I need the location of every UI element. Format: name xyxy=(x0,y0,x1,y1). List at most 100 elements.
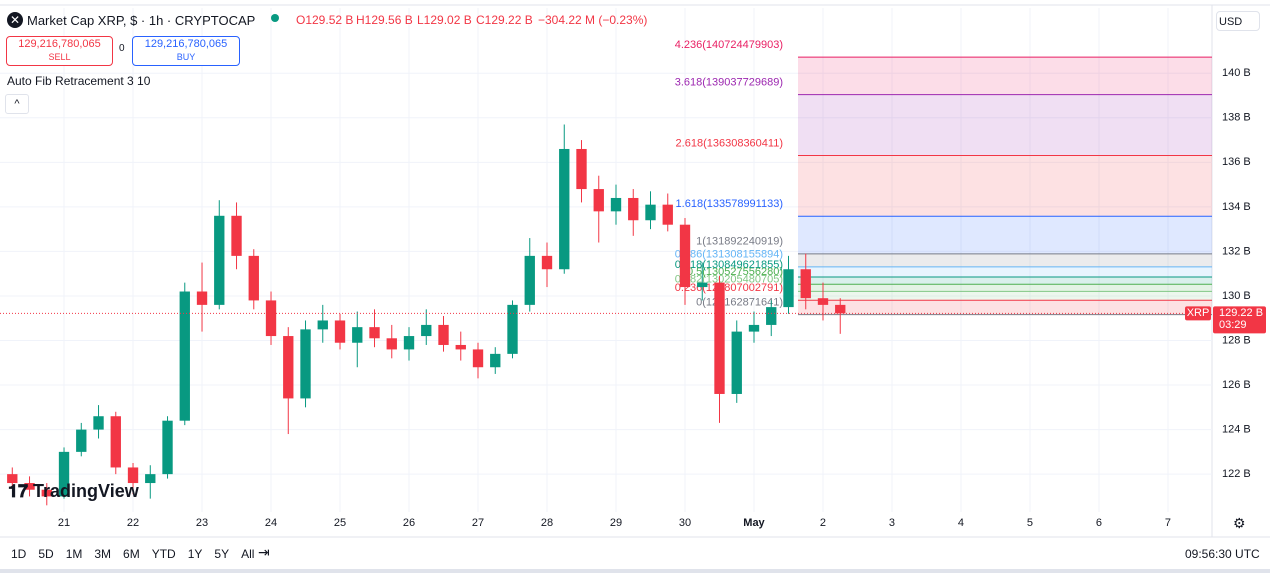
sell-button[interactable]: 129,216,780,065 SELL xyxy=(6,36,113,66)
y-tick-label: 134 B xyxy=(1222,201,1251,213)
candle-body xyxy=(41,489,52,497)
candle-body xyxy=(386,338,397,350)
fib-zone xyxy=(798,155,1212,217)
candle-body xyxy=(507,304,518,354)
candle-body xyxy=(714,282,725,394)
fib-label: 1.618(133578991133) xyxy=(676,198,783,210)
y-tick-label: 126 B xyxy=(1222,379,1251,391)
range-button[interactable]: 1Y xyxy=(187,547,203,561)
fib-zone xyxy=(798,300,1212,315)
candle-body xyxy=(438,324,449,345)
candle-body xyxy=(490,353,501,368)
y-tick-label: 136 B xyxy=(1222,156,1251,168)
x-tick-label: 6 xyxy=(1096,517,1102,529)
collapse-button[interactable]: ^ xyxy=(5,94,29,114)
logo-text: TradingView xyxy=(33,481,139,501)
ohlc-open: O129.52 B xyxy=(296,13,354,27)
fib-zone xyxy=(798,94,1212,156)
fib-zone xyxy=(798,216,1212,254)
indicator-title[interactable]: Auto Fib Retracement 3 10 xyxy=(7,74,151,88)
x-tick-label: May xyxy=(743,517,765,529)
candle-body xyxy=(145,474,156,484)
ohlc-high: H129.56 B xyxy=(356,13,413,27)
candle-body xyxy=(196,291,208,305)
candle-body xyxy=(231,215,242,256)
y-tick-label: 130 B xyxy=(1222,290,1251,302)
range-button[interactable]: 3M xyxy=(94,547,112,561)
x-tick-label: 7 xyxy=(1165,517,1171,529)
candle-body xyxy=(24,483,35,490)
date-range-icon[interactable]: ⇥ xyxy=(258,544,270,560)
symbol-tag-box xyxy=(1185,306,1211,321)
x-tick-label: 23 xyxy=(196,517,208,529)
x-tick-label: 5 xyxy=(1027,517,1033,529)
x-tick-label: 4 xyxy=(958,517,964,529)
candle-body xyxy=(421,324,432,337)
candle-body xyxy=(679,224,691,288)
currency-button[interactable]: USD xyxy=(1216,11,1260,31)
candle-body xyxy=(472,349,484,368)
range-button[interactable]: 5D xyxy=(38,547,54,561)
x-tick-label: 25 xyxy=(334,517,346,529)
range-button[interactable]: 6M xyxy=(123,547,140,561)
candle-body xyxy=(127,467,139,484)
fib-zone xyxy=(798,266,1212,278)
candle-body xyxy=(248,255,259,301)
fib-label: 0.618(130849621855) xyxy=(675,259,783,271)
x-tick-label: 27 xyxy=(472,517,484,529)
x-tick-label: 22 xyxy=(127,517,139,529)
y-tick-label: 138 B xyxy=(1222,112,1251,124)
buy-price: 129,216,780,065 xyxy=(144,38,228,50)
logo: 𝟏𝟕 TradingView xyxy=(8,481,139,501)
fib-zone xyxy=(798,291,1212,301)
candle-body xyxy=(369,327,380,339)
candle-body xyxy=(300,329,311,399)
y-tick-label: 124 B xyxy=(1222,424,1251,436)
range-button[interactable]: 5Y xyxy=(214,547,230,561)
x-tick-label: 26 xyxy=(403,517,415,529)
candle-body xyxy=(76,429,87,452)
buy-button[interactable]: 129,216,780,065 BUY xyxy=(132,36,240,66)
candle-body xyxy=(403,336,415,350)
candle-body xyxy=(697,282,708,288)
fib-zone xyxy=(798,284,1212,292)
clock: 09:56:30 UTC xyxy=(1185,547,1260,561)
countdown: 03:29 xyxy=(1219,319,1247,331)
range-button[interactable]: 1D xyxy=(11,547,27,561)
sell-price: 129,216,780,065 xyxy=(18,38,101,50)
candle-body xyxy=(214,215,225,305)
range-button[interactable]: All xyxy=(241,547,255,561)
candle-body xyxy=(628,197,639,221)
candle-body xyxy=(559,148,570,270)
fib-label: 2.618(136308360411) xyxy=(676,137,783,149)
candle-body xyxy=(352,327,363,343)
range-button[interactable]: YTD xyxy=(151,547,176,561)
y-tick-label: 122 B xyxy=(1222,468,1251,480)
sell-label: SELL xyxy=(48,52,71,62)
symbol-icon: ✕ xyxy=(7,12,23,28)
symbol-title[interactable]: Market Cap XRP, $ · 1h · CRYPTOCAP xyxy=(27,13,256,28)
range-bar: 1D 5D 1M 3M 6M YTD 1Y 5Y All xyxy=(11,547,266,561)
candle-body xyxy=(162,420,173,475)
settings-icon[interactable]: ⚙ xyxy=(1233,515,1246,531)
price-tag-box xyxy=(1213,306,1266,334)
candle-body xyxy=(731,331,742,394)
candle-body xyxy=(645,204,656,221)
candle-body xyxy=(93,416,104,430)
x-tick-label: 30 xyxy=(679,517,691,529)
fib-label: 4.236(140724479903) xyxy=(675,39,783,51)
x-tick-label: 2 xyxy=(820,517,826,529)
fib-zone xyxy=(798,57,1212,95)
candle-body xyxy=(766,307,777,325)
fib-label: 0(129162871641) xyxy=(696,297,783,309)
fib-label: 0.786(131308155894) xyxy=(675,249,783,261)
buy-label: BUY xyxy=(176,52,196,62)
candle-body xyxy=(265,300,277,337)
fib-label: 0.5(130527556280) xyxy=(687,266,783,278)
range-button[interactable]: 1M xyxy=(65,547,83,561)
candle-body xyxy=(524,255,535,305)
y-tick-label: 128 B xyxy=(1222,334,1251,346)
spread: 0 xyxy=(119,43,125,54)
